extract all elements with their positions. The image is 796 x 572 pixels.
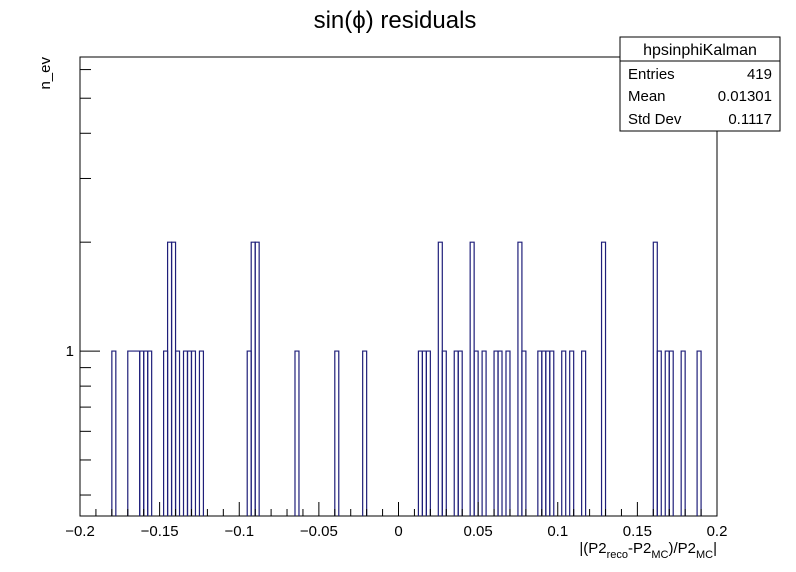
histogram-bin: [680, 350, 686, 516]
chart-title: sin(ϕ) residuals: [314, 7, 477, 34]
x-tick-label: −0.05: [300, 523, 338, 540]
histogram-bin: [561, 350, 567, 516]
histogram-bin: [696, 350, 702, 516]
x-axis-label-part: )/P2: [668, 540, 696, 557]
stats-stddev-label: Std Dev: [628, 111, 682, 128]
histogram-bin: [569, 350, 575, 516]
x-tick-label: −0.1: [224, 523, 254, 540]
y-axis: 1: [66, 69, 100, 496]
stats-entries-value: 419: [747, 66, 772, 83]
x-axis-label: |(P2reco-P2MC)/P2MC|: [579, 540, 717, 561]
histogram-bin: [457, 350, 463, 516]
x-tick-label: 0.15: [623, 523, 652, 540]
histogram-bin: [334, 350, 340, 516]
histogram-bin: [600, 241, 607, 516]
x-tick-label: 0.05: [464, 523, 493, 540]
x-tick-label: 0: [394, 523, 402, 540]
x-axis-label-part: MC: [696, 549, 713, 561]
histogram-bin: [111, 350, 117, 516]
stats-stddev-value: 0.1117: [728, 111, 772, 128]
histogram-bin: [497, 350, 503, 516]
histogram-bin: [656, 350, 662, 516]
x-axis-label-part: -P2: [628, 540, 651, 557]
histogram-bin: [198, 350, 205, 516]
histogram-bin: [481, 350, 487, 516]
stats-box: hpsinphiKalman Entries 419 Mean 0.01301 …: [619, 36, 781, 132]
stats-entries-label: Entries: [628, 66, 675, 83]
x-tick-label: −0.15: [141, 523, 179, 540]
x-axis-label-part: MC: [651, 549, 668, 561]
histogram-bin: [441, 350, 447, 516]
histogram-bin: [581, 350, 587, 516]
x-axis-label-part: |(P2: [579, 540, 606, 557]
histogram-bins: [111, 241, 702, 516]
histogram-bin: [362, 350, 368, 516]
stats-mean-label: Mean: [628, 88, 666, 105]
y-axis-label: n_ev: [37, 57, 54, 90]
histogram-bin: [174, 350, 181, 516]
x-axis: −0.2 −0.15 −0.1 −0.05 0 0.05 0.1 0.15 0.2: [65, 502, 727, 540]
histogram-bin: [254, 241, 260, 516]
stats-box-frame: [619, 36, 781, 132]
histogram-bin: [190, 350, 197, 516]
histogram-bin: [294, 350, 300, 516]
histogram-bin: [549, 350, 555, 516]
histogram-bin: [473, 350, 479, 516]
histogram-bin: [668, 350, 674, 516]
histogram-bin: [521, 350, 527, 516]
x-tick-label: −0.2: [65, 523, 95, 540]
x-tick-label: 0.2: [707, 523, 728, 540]
x-axis-label-part: reco: [607, 549, 628, 561]
x-tick-label: 0.1: [547, 523, 568, 540]
x-axis-label-part: |: [713, 540, 717, 557]
histogram-bin: [127, 350, 141, 516]
stats-mean-value: 0.01301: [718, 88, 772, 105]
stats-name: hpsinphiKalman: [643, 42, 757, 59]
y-tick-label: 1: [66, 343, 74, 360]
histogram-bin: [505, 350, 511, 516]
histogram-bin: [425, 350, 431, 516]
histogram-bin: [147, 350, 153, 516]
